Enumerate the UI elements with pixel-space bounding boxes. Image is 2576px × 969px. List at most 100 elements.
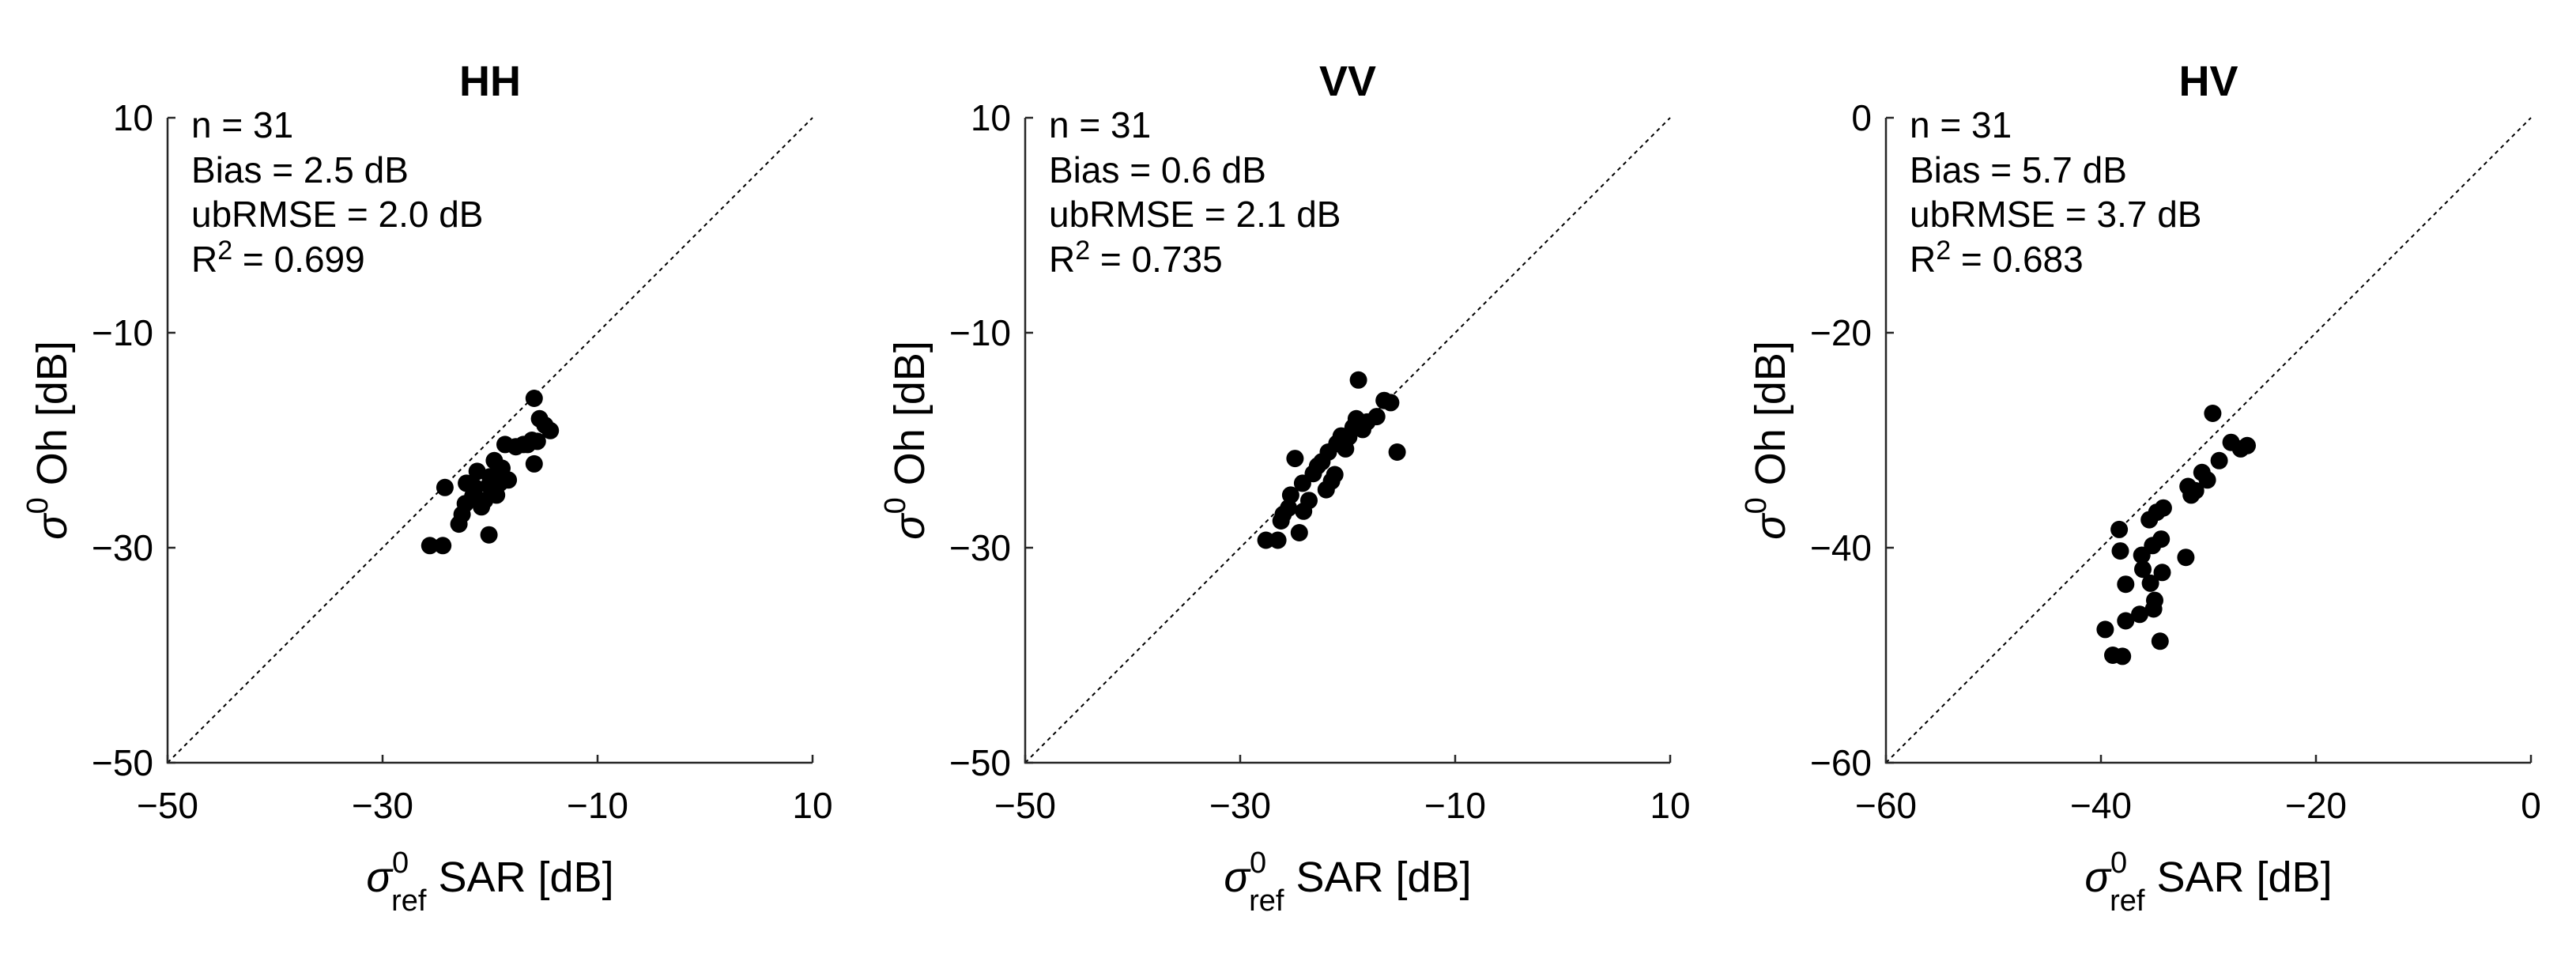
x-tick-label: −50 [994,785,1056,826]
data-point [2141,574,2159,592]
x-tick-label: −60 [1855,785,1917,826]
data-point [421,537,439,555]
stat-r2: R2 = 0.735 [1049,236,1223,280]
x-axis-label: σ0 ref SAR [dB] [2084,846,2332,918]
y-tick-label: −60 [1810,742,1872,783]
data-point [480,526,498,544]
stat-r2-label: R [1049,239,1075,280]
y-tick-label: −20 [1810,312,1872,353]
data-point [1300,492,1318,510]
y-tick-label: 10 [971,97,1011,138]
stat-n: n = 31 [191,104,293,145]
x-tick-label: −10 [1424,785,1486,826]
x-tick-label: −50 [137,785,198,826]
y-tick-label: 0 [1851,97,1872,138]
y-tick-label: 10 [113,97,153,138]
stat-r2-exponent: 2 [1936,236,1951,266]
data-point [1281,486,1299,504]
data-point [434,537,452,555]
data-point [525,390,543,407]
chart-title: HV [2178,58,2238,105]
data-point [2210,451,2228,469]
data-point [1382,394,1400,412]
data-point [1349,371,1367,389]
stat-ubrmse: ubRMSE = 2.0 dB [191,194,483,235]
data-point [2131,605,2148,624]
stat-r2: R2 = 0.683 [1910,236,2084,280]
data-point [2154,499,2172,517]
stat-r2-label: R [1910,239,1936,280]
data-point [2096,620,2114,639]
data-point [2114,647,2132,665]
data-point [1269,531,1287,549]
data-point [1280,499,1298,517]
data-point [2117,612,2135,630]
stat-r2-value: = 0.735 [1090,239,1223,280]
data-point [2153,564,2171,582]
one-to-one-line [167,117,813,764]
x-tick-label: −20 [2285,785,2347,826]
x-tick-label: 10 [792,785,832,826]
data-point [2117,575,2135,594]
x-tick-label: 0 [2521,785,2541,826]
x-tick-label: −40 [2070,785,2132,826]
data-point [2231,439,2250,458]
stat-bias: Bias = 0.6 dB [1049,149,1266,190]
one-to-one-line [1885,117,2532,764]
data-point [1388,443,1406,461]
stat-ubrmse: ubRMSE = 2.1 dB [1049,194,1341,235]
stat-r2-label: R [191,239,217,280]
data-point [1326,466,1344,484]
one-to-one-line [1024,117,1671,764]
stat-r2: R2 = 0.699 [191,236,365,280]
data-point [1367,408,1386,426]
data-point [2177,549,2195,567]
data-point [1290,524,1308,541]
stat-r2-value: = 0.683 [1951,239,2084,280]
stat-r2-value: = 0.699 [232,239,365,280]
chart-title: VV [1319,58,1376,105]
x-axis-label: σ0 ref SAR [dB] [1224,846,1471,918]
y-tick-label: −40 [1810,527,1872,568]
stat-bias: Bias = 5.7 dB [1910,149,2127,190]
x-tick-label: −30 [352,785,413,826]
chart-title: HH [459,58,521,105]
x-tick-label: −10 [567,785,628,826]
data-point [466,478,484,496]
stat-n: n = 31 [1049,104,1151,145]
x-axis-label: σ0 ref SAR [dB] [366,846,613,918]
y-tick-label: −30 [92,527,153,568]
data-point [541,421,560,439]
y-axis-label: σ0 Oh [dB] [1740,341,1794,540]
x-tick-label: −30 [1209,785,1271,826]
y-tick-label: −50 [949,742,1011,783]
stat-r2-exponent: 2 [217,236,232,266]
data-point [2204,405,2222,422]
data-point [2146,591,2163,609]
data-point [525,454,543,473]
data-point [2110,520,2129,538]
y-axis-label: σ0 Oh [dB] [21,341,76,540]
stat-n: n = 31 [1910,104,2012,145]
y-tick-label: −30 [949,527,1011,568]
y-axis-label: σ0 Oh [dB] [879,341,933,540]
stat-r2-exponent: 2 [1075,236,1090,266]
data-point [2111,542,2129,560]
data-point [2198,471,2216,489]
data-point [2152,530,2171,549]
y-tick-label: −10 [92,312,153,353]
stat-bias: Bias = 2.5 dB [191,149,409,190]
data-point [528,432,546,451]
y-tick-label: −10 [949,312,1011,353]
data-point [500,471,518,489]
data-point [2151,632,2169,650]
y-tick-label: −50 [92,742,153,783]
data-point [1286,450,1304,468]
stat-ubrmse: ubRMSE = 3.7 dB [1910,194,2201,235]
data-point [2186,481,2204,500]
data-point [2134,560,2152,579]
